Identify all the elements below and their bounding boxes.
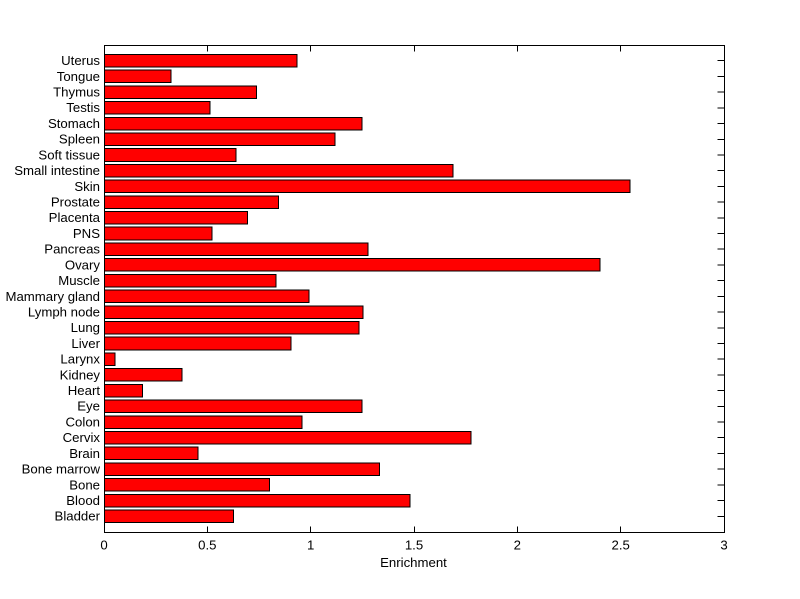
svg-text:Enrichment: Enrichment (380, 555, 447, 570)
svg-text:Mammary gland: Mammary gland (5, 289, 100, 304)
svg-text:Testis: Testis (66, 100, 100, 115)
svg-text:0: 0 (100, 538, 107, 553)
svg-text:Colon: Colon (66, 414, 100, 429)
svg-text:PNS: PNS (73, 226, 100, 241)
svg-text:0.5: 0.5 (198, 538, 216, 553)
svg-text:Stomach: Stomach (48, 116, 100, 131)
svg-text:Tongue: Tongue (57, 69, 100, 84)
svg-text:Heart: Heart (68, 383, 101, 398)
svg-text:Lymph node: Lymph node (28, 304, 100, 319)
svg-text:Bone: Bone (69, 477, 100, 492)
svg-text:Soft tissue: Soft tissue (38, 147, 100, 162)
svg-text:Brain: Brain (69, 446, 100, 461)
svg-text:Spleen: Spleen (59, 132, 100, 147)
svg-text:Bladder: Bladder (55, 509, 101, 524)
svg-text:Skin: Skin (74, 179, 100, 194)
svg-text:Cervix: Cervix (63, 430, 101, 445)
svg-text:1: 1 (307, 538, 314, 553)
svg-text:Thymus: Thymus (53, 85, 100, 100)
svg-text:2.5: 2.5 (611, 538, 629, 553)
svg-text:Liver: Liver (71, 336, 100, 351)
svg-text:Eye: Eye (77, 399, 100, 414)
svg-text:Lung: Lung (71, 320, 100, 335)
svg-text:3: 3 (720, 538, 727, 553)
svg-text:Muscle: Muscle (58, 273, 100, 288)
svg-text:Prostate: Prostate (51, 195, 100, 210)
svg-text:1.5: 1.5 (405, 538, 423, 553)
svg-text:Uterus: Uterus (61, 53, 100, 68)
svg-text:Blood: Blood (66, 493, 100, 508)
svg-text:2: 2 (514, 538, 521, 553)
svg-text:Kidney: Kidney (60, 367, 101, 382)
svg-text:Pancreas: Pancreas (44, 242, 100, 257)
svg-text:Bone marrow: Bone marrow (22, 462, 101, 477)
svg-text:Placenta: Placenta (49, 210, 101, 225)
svg-text:Larynx: Larynx (60, 352, 100, 367)
svg-text:Ovary: Ovary (65, 257, 101, 272)
svg-text:Small intestine: Small intestine (14, 163, 100, 178)
